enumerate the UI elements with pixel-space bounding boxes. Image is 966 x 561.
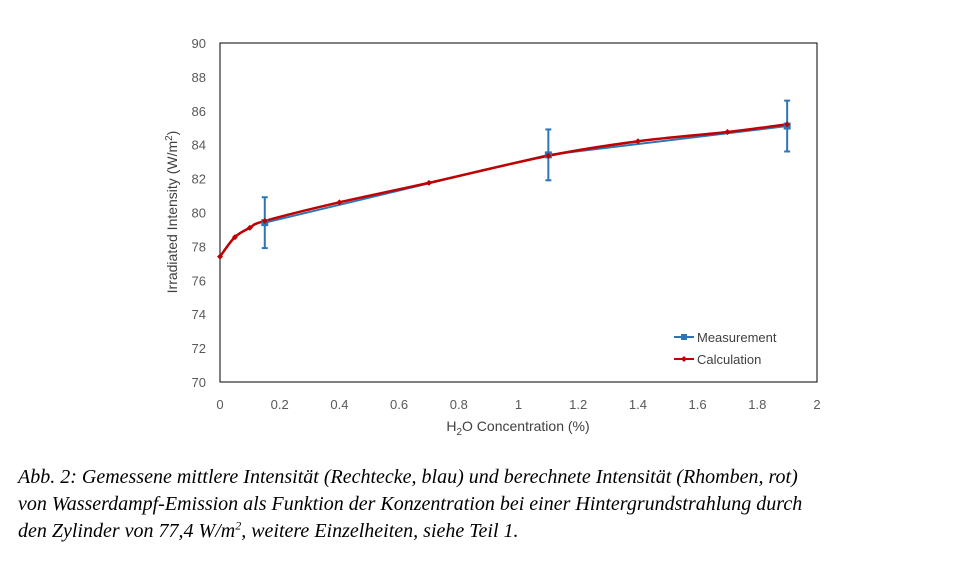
x-tick-label: 1: [515, 397, 522, 412]
plot-area: [219, 42, 818, 383]
calculation-point: [425, 179, 432, 186]
legend: Measurement Calculation: [674, 330, 777, 367]
y-tick-label: 88: [192, 70, 206, 85]
x-tick-label: 2: [813, 397, 820, 412]
y-tick-label: 76: [192, 273, 206, 288]
y-axis-ticks: 70 72 74 76 78 80 82 84 86 88 90: [192, 36, 206, 390]
x-tick-label: 0.2: [271, 397, 289, 412]
legend-label-measurement: Measurement: [697, 330, 777, 345]
y-tick-label: 74: [192, 307, 206, 322]
y-tick-label: 72: [192, 341, 206, 356]
x-tick-label: 1.4: [629, 397, 647, 412]
y-axis-title: Irradiated Intensity (W/m2): [164, 131, 180, 294]
calculation-point: [724, 128, 731, 135]
x-tick-label: 1.6: [689, 397, 707, 412]
calculation-curve: [218, 123, 788, 258]
calculation-point: [246, 224, 253, 231]
series-layer: [217, 99, 791, 260]
x-axis-title: H2O Concentration (%): [446, 418, 589, 438]
calculation-point: [545, 152, 552, 159]
caption-line-2: von Wasserdampf-Emission als Funktion de…: [18, 493, 803, 515]
x-tick-label: 0.6: [390, 397, 408, 412]
chart: 70 72 74 76 78 80 82 84 86 88 90 0 0.2 0.4 0.6 0.8 1 1.2…: [164, 36, 821, 438]
x-tick-label: 1.2: [569, 397, 587, 412]
figure-caption: Abb. 2: Gemessene mittlere Intensität (R…: [18, 464, 958, 545]
y-tick-label: 86: [192, 104, 206, 119]
measurement-line: [264, 125, 788, 224]
calculation-point: [634, 138, 641, 145]
y-tick-label: 78: [192, 239, 206, 254]
legend-item-calculation: Calculation: [674, 352, 761, 367]
calculation-point: [231, 234, 238, 241]
calculation-point: [784, 121, 791, 128]
y-tick-label: 70: [192, 375, 206, 390]
legend-label-calculation: Calculation: [697, 352, 761, 367]
x-tick-label: 1.8: [748, 397, 766, 412]
caption-line-3: den Zylinder von 77,4 W/m2, weitere Einz…: [18, 518, 519, 542]
x-axis-ticks: 0 0.2 0.4 0.6 0.8 1 1.2 1.4 1.6 1.8 2: [216, 397, 820, 412]
caption-line-1: Abb. 2: Gemessene mittlere Intensität (R…: [18, 466, 798, 488]
calculation-point: [336, 199, 343, 206]
y-tick-label: 80: [192, 206, 206, 221]
legend-marker-diamond: [681, 356, 687, 362]
y-tick-label: 84: [192, 138, 206, 153]
y-tick-label: 82: [192, 172, 206, 187]
calculation-point: [217, 253, 223, 260]
calculation-point: [261, 217, 268, 224]
x-tick-label: 0.8: [450, 397, 468, 412]
legend-marker-square: [681, 334, 687, 340]
y-tick-label: 90: [192, 36, 206, 51]
x-tick-label: 0: [216, 397, 223, 412]
legend-item-measurement: Measurement: [674, 330, 777, 345]
x-tick-label: 0.4: [330, 397, 348, 412]
